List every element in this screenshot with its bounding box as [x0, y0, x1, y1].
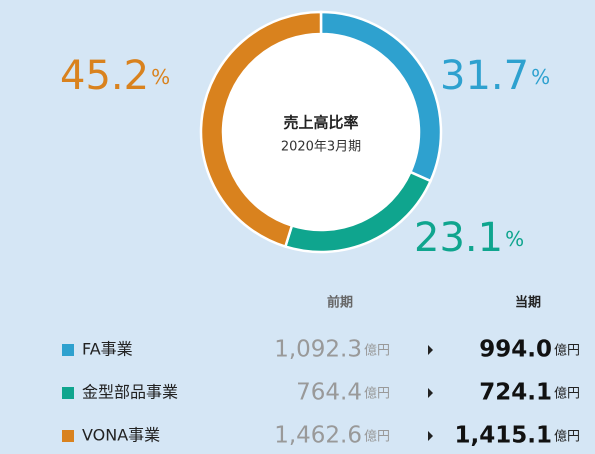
value-unit: %: [531, 65, 550, 89]
arrow: [428, 388, 433, 398]
unit: 億円: [554, 386, 580, 402]
value-number: 45.2: [60, 53, 149, 99]
center-title: 売上高比率: [283, 114, 358, 132]
unit: 億円: [554, 343, 580, 359]
previous-value: 1,462.6: [274, 423, 362, 449]
column-header: 前期: [327, 295, 353, 311]
value-number: 31.7: [440, 53, 529, 99]
current-value: 1,415.1: [455, 423, 553, 449]
value-label: 23.1%: [414, 215, 524, 261]
unit: 億円: [364, 386, 390, 402]
value-label: 45.2%: [60, 53, 170, 99]
arrow: [428, 345, 433, 355]
value-label: 31.7%: [440, 53, 550, 99]
row-name: VONA事業: [82, 426, 160, 445]
legend-swatch: [62, 387, 74, 399]
legend-swatch: [62, 344, 74, 356]
unit: 億円: [554, 429, 580, 445]
column-header: 当期: [515, 295, 541, 311]
value-unit: %: [151, 65, 170, 89]
value-unit: %: [505, 227, 524, 251]
arrow: [428, 431, 433, 441]
unit: 億円: [364, 343, 390, 359]
previous-value: 1,092.3: [274, 337, 362, 363]
unit: 億円: [364, 429, 390, 445]
donut-center: [223, 34, 419, 230]
row-name: FA事業: [82, 340, 133, 359]
value-number: 23.1: [414, 215, 503, 261]
legend-swatch: [62, 430, 74, 442]
row-name: 金型部品事業: [82, 383, 178, 402]
donut-segment: [199, 10, 323, 249]
current-value: 994.0: [479, 337, 552, 363]
current-value: 724.1: [479, 380, 552, 406]
center-subtitle: 2020年3月期: [281, 140, 361, 155]
previous-value: 764.4: [296, 380, 362, 406]
